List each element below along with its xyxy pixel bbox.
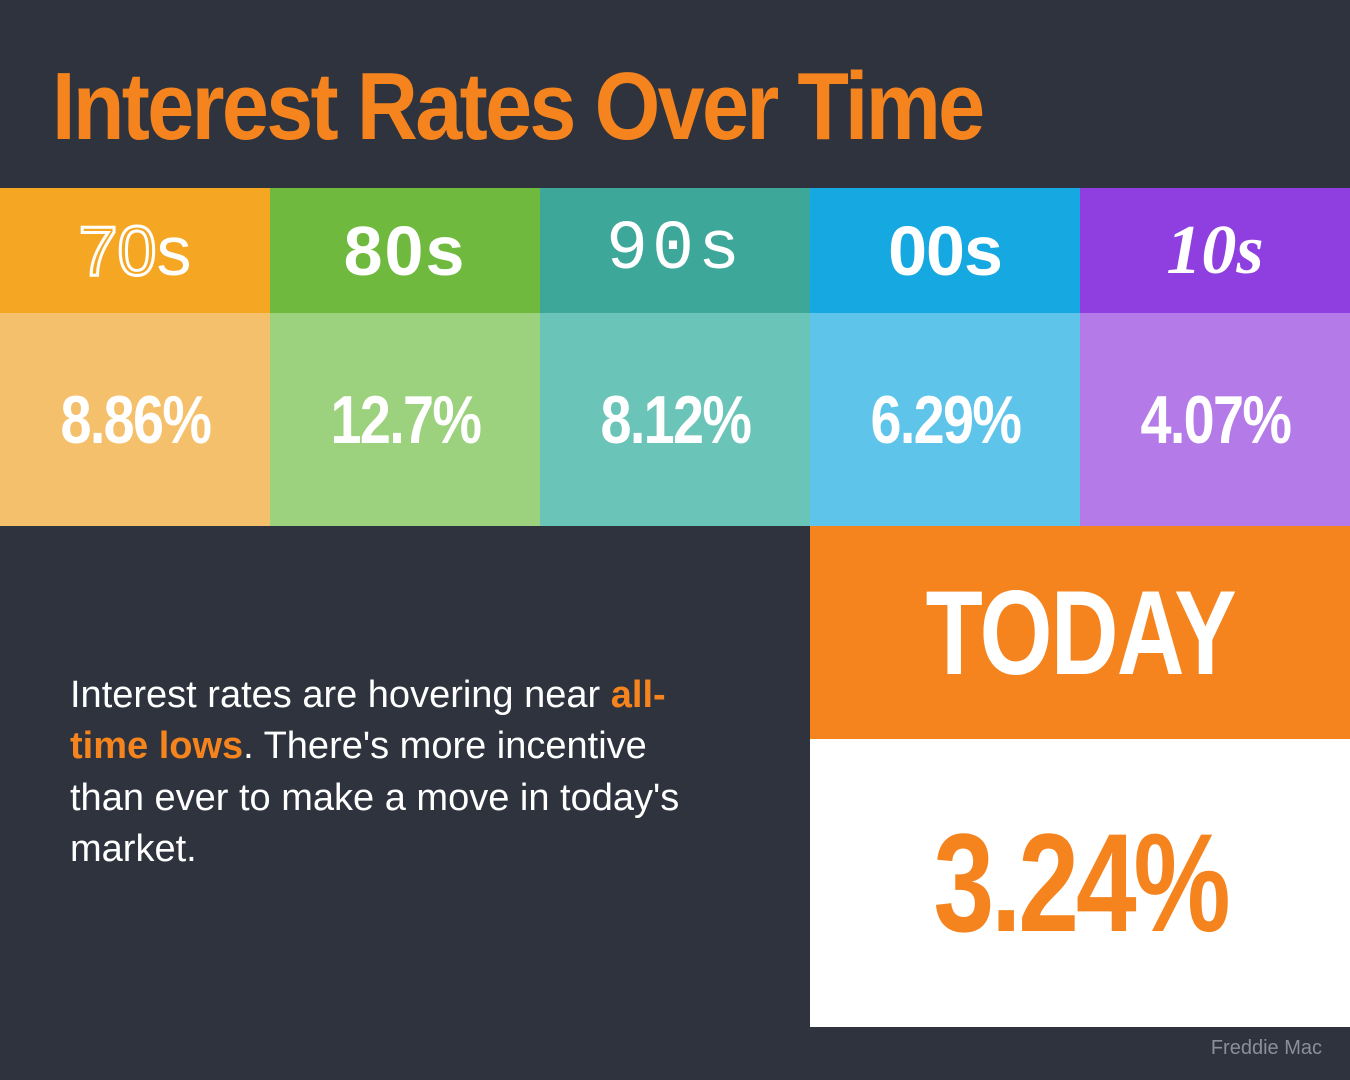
- page-title: Interest Rates Over Time: [52, 52, 983, 162]
- decade-header-00s: 00s: [810, 188, 1080, 313]
- decade-header-10s: 10s: [1080, 188, 1350, 313]
- today-label: TODAY: [925, 564, 1235, 702]
- blurb-pre: Interest rates are hovering near: [70, 674, 611, 716]
- source-attribution: Freddie Mac: [1211, 1037, 1322, 1060]
- decade-value-row: 8.86% 12.7% 8.12% 6.29% 4.07%: [0, 313, 1350, 526]
- today-label-box: TODAY: [810, 526, 1350, 739]
- decade-value-00s: 6.29%: [810, 313, 1080, 526]
- decade-header-70s: 70s: [0, 188, 270, 313]
- today-value-box: 3.24%: [810, 739, 1350, 1027]
- decade-value-70s: 8.86%: [0, 313, 270, 526]
- decade-header-80s: 80s: [270, 188, 540, 313]
- blurb-text: Interest rates are hovering near all-tim…: [70, 670, 710, 875]
- decade-header-90s: 90s: [540, 188, 810, 313]
- decade-value-90s: 8.12%: [540, 313, 810, 526]
- decade-header-row: 70s 80s 90s 00s 10s: [0, 188, 1350, 313]
- decade-value-80s: 12.7%: [270, 313, 540, 526]
- decade-value-10s: 4.07%: [1080, 313, 1350, 526]
- today-value: 3.24%: [933, 802, 1227, 964]
